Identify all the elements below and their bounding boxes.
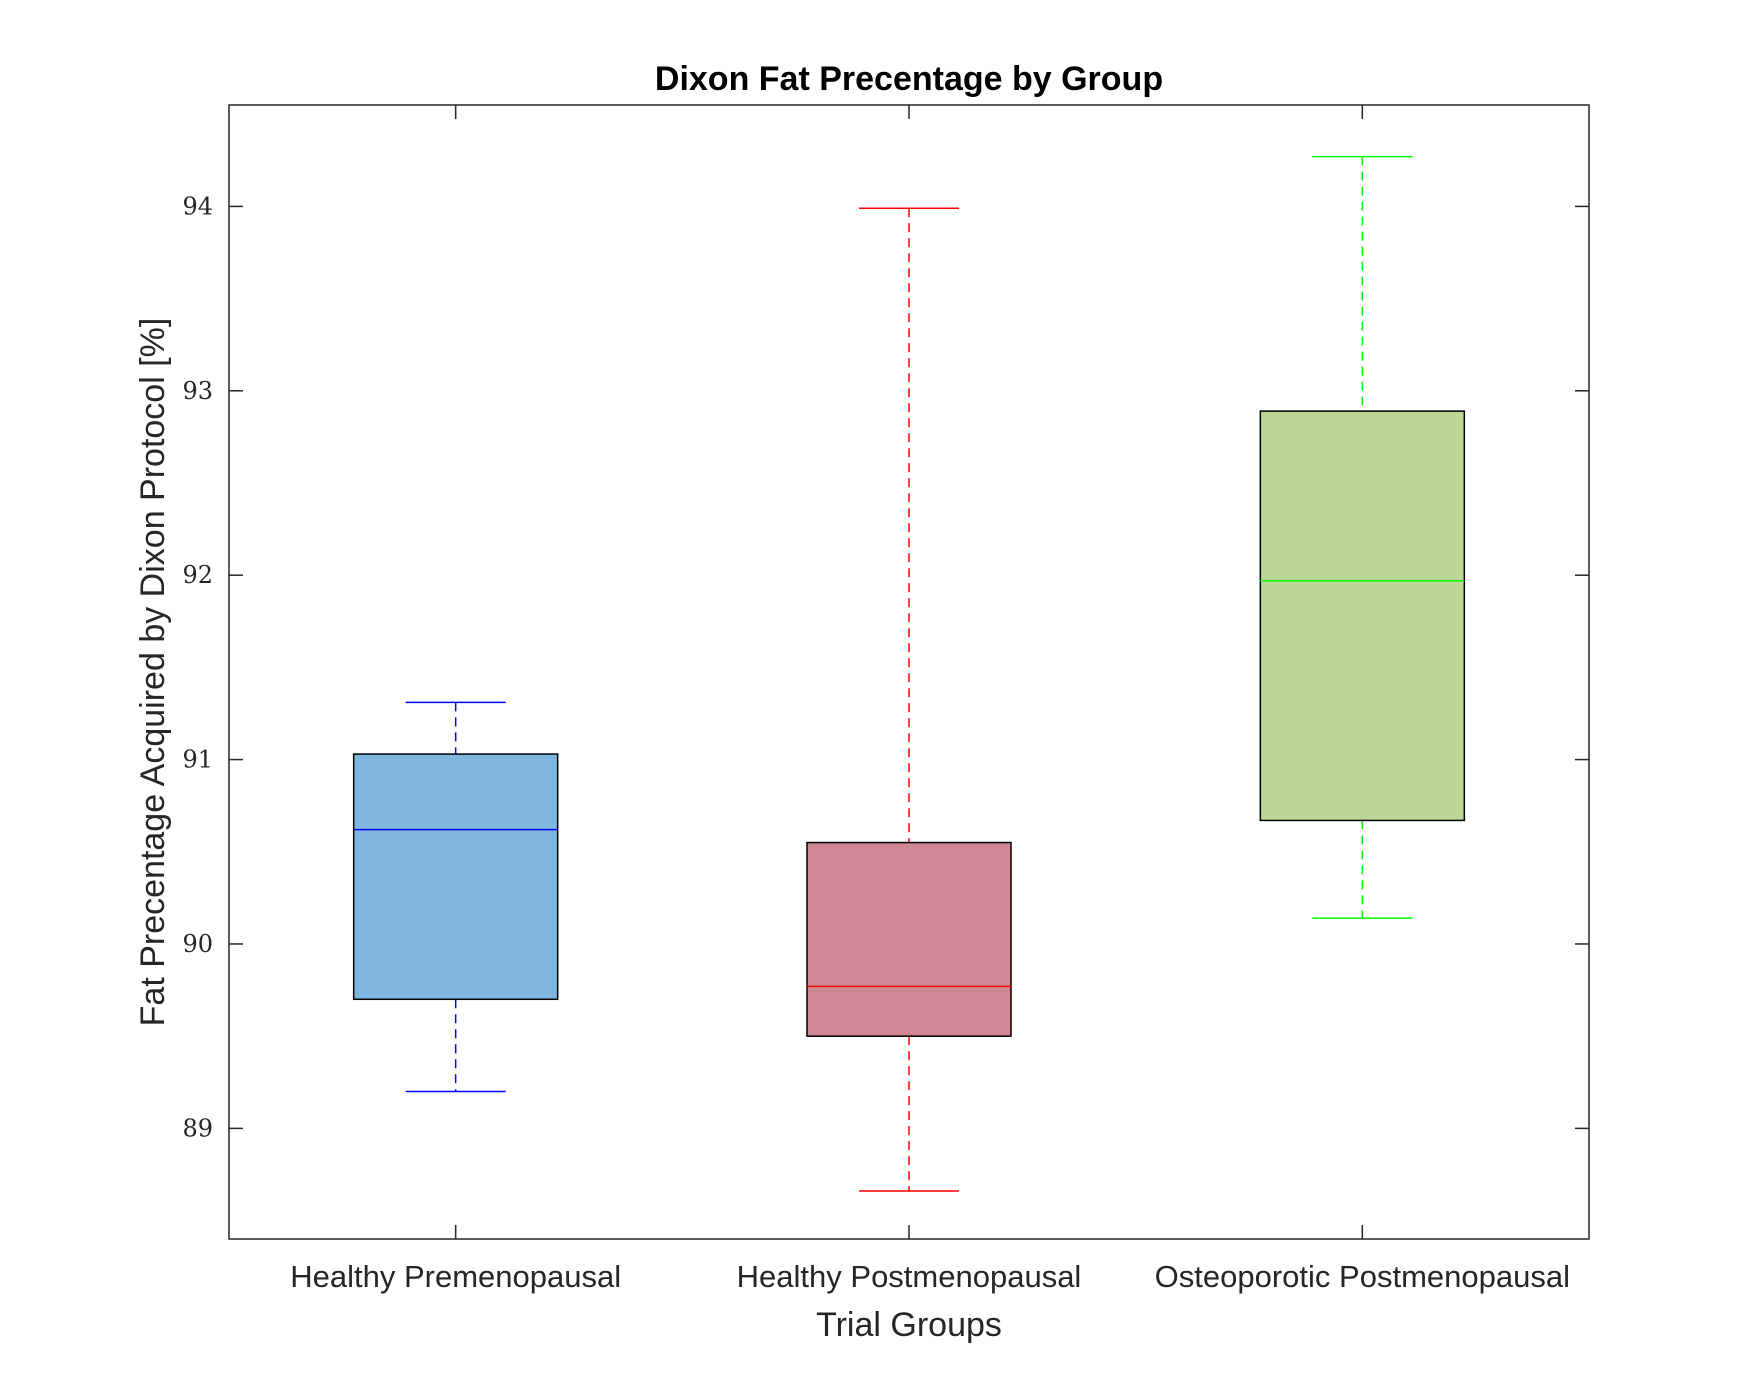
chart-title: Dixon Fat Precentage by Group [655,60,1163,98]
x-category-label: Osteoporotic Postmenopausal [1155,1259,1570,1294]
y-tick-label: 89 [182,1114,213,1142]
x-category-label: Healthy Premenopausal [290,1259,621,1294]
axis-ticks [229,105,1589,1239]
iqr-box [352,753,559,1001]
box-group [352,701,559,1093]
box-group [806,207,1012,1192]
boxes-layer [352,155,1466,1192]
y-tick-label: 92 [182,561,213,589]
iqr-box [1259,410,1466,822]
y-tick-label: 94 [182,192,213,220]
y-axis-title: Fat Precentage Acquired by Dixon Protoco… [134,318,172,1027]
box-group [1259,155,1466,919]
y-tick-label: 93 [182,377,213,405]
iqr-box [806,841,1012,1037]
y-tick-label: 91 [182,746,213,774]
y-tick-label: 90 [182,930,213,958]
labels-layer: 89 90 91 92 93 94 Healthy Premenopausal Healthy… [182,192,1570,1294]
x-category-label: Healthy Postmenopausal [737,1259,1082,1294]
x-axis-title: Trial Groups [816,1306,1002,1344]
